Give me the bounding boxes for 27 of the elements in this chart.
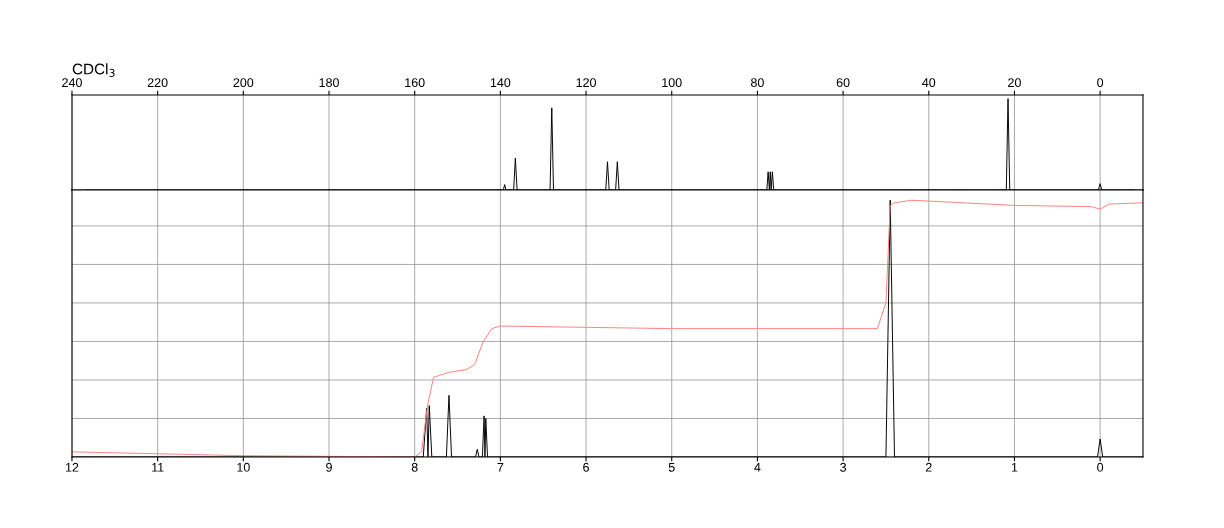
x-tick-label: 11 xyxy=(152,463,164,472)
x-tick-label: 9 xyxy=(326,462,332,472)
x-tick-label: 20 xyxy=(1008,78,1021,88)
x-tick-label: 120 xyxy=(576,78,596,88)
x-tick-label: 220 xyxy=(147,78,168,88)
x-tick-label: 160 xyxy=(405,78,425,88)
x-tick-label: 40 xyxy=(922,78,936,88)
x-tick-label: 200 xyxy=(233,78,254,88)
x-tick-label: 0 xyxy=(1097,462,1104,472)
x-tick-label: 10 xyxy=(237,462,250,472)
x-tick-label: 12 xyxy=(65,462,79,472)
x-tick-label: 8 xyxy=(411,462,418,472)
x-tick-label: 0 xyxy=(1097,78,1104,88)
x-tick-label: 140 xyxy=(490,78,511,88)
chart-title: CDCl$_{3}$ xyxy=(72,63,115,77)
x-tick-label: 7 xyxy=(497,463,504,472)
x-tick-label: 6 xyxy=(583,462,589,472)
x-tick-label: 3 xyxy=(840,462,847,472)
x-tick-label: 2 xyxy=(925,462,932,472)
x-tick-label: 1 xyxy=(1011,463,1018,472)
x-tick-label: 60 xyxy=(836,78,850,88)
x-tick-label: 240 xyxy=(62,78,82,88)
x-tick-label: 100 xyxy=(662,78,682,88)
x-tick-label: 5 xyxy=(668,463,675,472)
x-tick-label: 80 xyxy=(751,78,764,88)
x-tick-label: 180 xyxy=(319,78,339,88)
x-tick-label: 4 xyxy=(754,463,761,472)
